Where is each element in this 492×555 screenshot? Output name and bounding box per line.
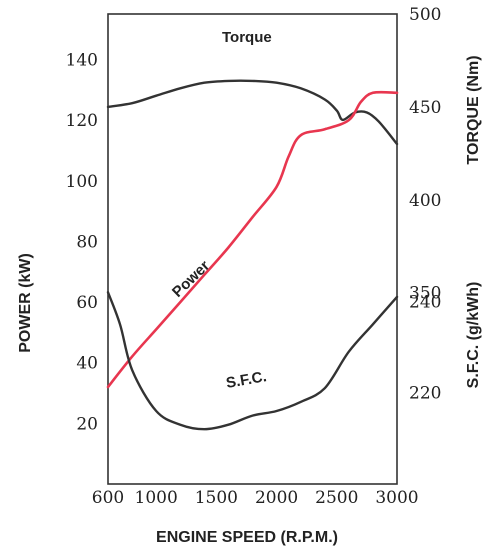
power-curve — [106, 90, 399, 389]
power-axis-title: POWER (kW) — [17, 253, 34, 353]
power-tick-label: 140 — [66, 50, 98, 70]
sfc-series-label: S.F.C. — [225, 368, 268, 392]
torque-tick-label: 450 — [409, 98, 441, 118]
power-tick-label: 120 — [66, 111, 98, 131]
power-tick-label: 60 — [76, 293, 98, 313]
sfc-curve — [106, 291, 399, 431]
torque-tick-label: 350 — [409, 284, 441, 304]
power-tick-label: 40 — [76, 354, 98, 374]
sfc-tick-label: 220 — [409, 384, 441, 404]
series-layer — [106, 79, 399, 431]
torque-tick-label: 500 — [409, 5, 441, 25]
power-tick-label: 20 — [76, 414, 98, 434]
x-tick-label: 1000 — [135, 488, 178, 508]
sfc-axis-title: S.F.C. (g/kWh) — [465, 282, 482, 389]
ticks-layer: 600 1000 1500 2000 2500 3000 20 40 60 80 100 120 140… — [66, 5, 442, 508]
torque-curve — [106, 79, 399, 146]
power-tick-label: 80 — [76, 232, 98, 252]
x-tick-label: 600 — [92, 488, 124, 508]
power-tick-label: 100 — [66, 172, 98, 192]
plot-frame — [107, 13, 398, 485]
torque-series-label: Torque — [222, 29, 272, 46]
x-tick-label: 3000 — [375, 488, 418, 508]
sfc-tick-label: 240 — [409, 292, 441, 312]
x-axis-title: ENGINE SPEED (R.P.M.) — [156, 529, 338, 546]
torque-axis-title: TORQUE (Nm) — [465, 55, 482, 164]
x-tick-label: 2000 — [255, 488, 298, 508]
torque-tick-label: 400 — [409, 191, 441, 211]
power-series-label: Power — [169, 257, 213, 301]
x-tick-label: 1500 — [195, 488, 238, 508]
x-tick-label: 2500 — [315, 488, 358, 508]
